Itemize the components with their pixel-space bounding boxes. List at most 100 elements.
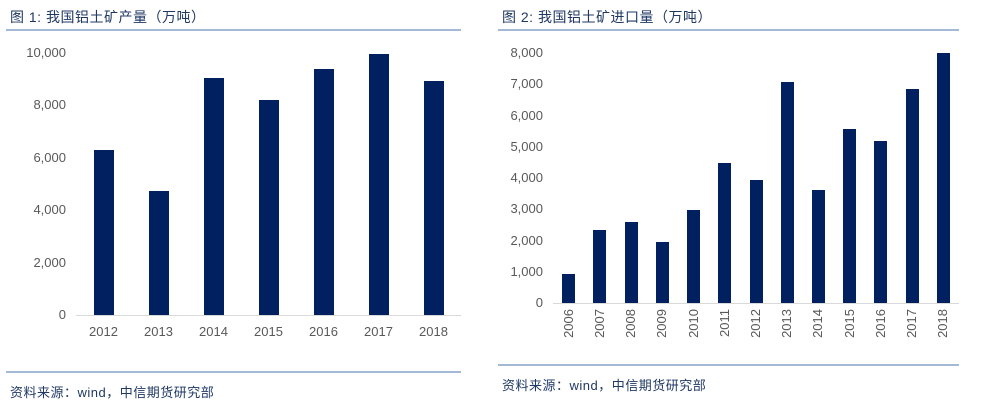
bar-2014 (203, 78, 224, 315)
bar-slot (803, 53, 834, 303)
bar-slot (740, 53, 771, 303)
bar-slot (647, 53, 678, 303)
x-tick-label: 2009 (654, 309, 670, 338)
bar-2016 (313, 69, 334, 315)
figure-2-chart: 0 1,000 2,000 3,000 4,000 5,000 6,000 7,000 8,00… (498, 45, 959, 310)
bar-2017 (905, 88, 919, 303)
x-tick-label: 2018 (419, 324, 448, 339)
bar-2018 (423, 81, 444, 315)
figure-panel-1: 图 1: 我国铝土矿产量（万吨） 0 2,000 4,000 6,000 8,000 10… (6, 0, 461, 404)
x-tick: 2015 (241, 324, 296, 350)
source-note: 资料来源：wind，中信期货研究部 (10, 385, 215, 400)
x-tick-label: 2017 (364, 324, 393, 339)
x-tick: 2018 (928, 309, 959, 359)
bar-slot (834, 53, 865, 303)
bar-2013 (148, 191, 169, 315)
x-tick: 2014 (186, 324, 241, 350)
x-tick-label: 2011 (716, 309, 732, 337)
x-tick: 2006 (553, 309, 584, 359)
x-tick-label: 2013 (779, 309, 795, 338)
x-tick: 2008 (615, 309, 646, 359)
bar-slot (678, 53, 709, 303)
y-tick-label: 0 (58, 307, 66, 322)
x-tick-label: 2012 (748, 309, 764, 338)
bar-2012 (93, 149, 114, 315)
bar-slot (406, 53, 461, 315)
y-tick-label: 6,000 (33, 149, 66, 165)
y-tick-label: 8,000 (33, 97, 66, 113)
x-tick: 2012 (76, 324, 131, 350)
x-tick-label: 2018 (935, 309, 951, 338)
y-tick-label: 6,000 (510, 107, 543, 123)
y-axis: 0 1,000 2,000 3,000 4,000 5,000 6,000 7,000 8,00… (498, 45, 553, 310)
x-tick-label: 2006 (560, 309, 576, 338)
x-tick-label: 2012 (89, 324, 118, 339)
bar-slot (131, 53, 186, 315)
source-note: 资料来源：wind，中信期货研究部 (502, 378, 707, 393)
figure-panel-2: 图 2: 我国铝土矿进口量（万吨） 0 1,000 2,000 3,000 4,000 5… (498, 0, 959, 404)
x-tick-label: 2010 (685, 309, 701, 338)
bar-2015 (258, 100, 279, 315)
bar-2009 (655, 241, 669, 303)
bar-slot (241, 53, 296, 315)
x-tick-label: 2017 (904, 309, 920, 338)
y-tick-label: 2,000 (33, 254, 66, 270)
bar-2012 (749, 179, 763, 303)
y-tick-label: 0 (535, 295, 543, 310)
y-tick-label: 7,000 (510, 76, 543, 92)
bar-2007 (593, 230, 607, 303)
y-axis: 0 2,000 4,000 6,000 8,000 10,000 (6, 45, 76, 322)
x-tick-label: 2007 (591, 309, 607, 338)
y-tick-label: 4,000 (33, 202, 66, 218)
bar-2018 (936, 53, 950, 303)
bar-slot (865, 53, 896, 303)
bar-slot (351, 53, 406, 315)
x-tick-label: 2015 (254, 324, 283, 339)
x-tick: 2011 (709, 309, 740, 359)
x-tick: 2017 (897, 309, 928, 359)
figure-1-chart: 0 2,000 4,000 6,000 8,000 10,000 (6, 45, 461, 322)
y-tick-label: 4,000 (510, 170, 543, 185)
bar-slot (553, 53, 584, 303)
x-tick: 2007 (584, 309, 615, 359)
x-tick: 2014 (803, 309, 834, 359)
figure-1-title: 图 1: 我国铝土矿产量（万吨） (6, 0, 461, 31)
bar-2006 (562, 273, 576, 303)
bar-slot (76, 53, 131, 315)
plot-area (76, 53, 461, 316)
bar-2010 (687, 209, 701, 303)
bar-2017 (368, 53, 389, 315)
x-tick: 2009 (647, 309, 678, 359)
bar-slot (615, 53, 646, 303)
bar-slot (928, 53, 959, 303)
y-tick-label: 8,000 (510, 45, 543, 60)
x-tick: 2010 (678, 309, 709, 359)
y-tick-label: 3,000 (510, 201, 543, 217)
y-tick-label: 1,000 (510, 263, 543, 279)
bar-2015 (843, 128, 857, 303)
bar-2008 (624, 222, 638, 303)
bar-2016 (874, 141, 888, 303)
bar-2013 (780, 82, 794, 303)
x-tick: 2016 (865, 309, 896, 359)
bar-2011 (718, 162, 732, 303)
bar-2014 (811, 189, 825, 303)
plot-area (553, 53, 959, 304)
x-axis: 2006 2007 2008 2009 2010 2011 2012 2013 2014 2015… (553, 304, 959, 359)
x-tick: 2012 (740, 309, 771, 359)
x-tick: 2015 (834, 309, 865, 359)
y-tick-label: 10,000 (26, 45, 66, 60)
x-tick-label: 2008 (623, 309, 639, 338)
bar-slot (296, 53, 351, 315)
x-tick: 2013 (131, 324, 186, 350)
x-tick-label: 2014 (199, 324, 228, 339)
x-tick: 2016 (296, 324, 351, 350)
x-tick-label: 2016 (309, 324, 338, 339)
bar-slot (584, 53, 615, 303)
bar-slot (709, 53, 740, 303)
x-tick: 2017 (351, 324, 406, 350)
y-tick-label: 2,000 (510, 232, 543, 248)
x-axis: 2012 2013 2014 2015 2016 2017 2018 (76, 316, 461, 350)
source-divider (498, 364, 959, 366)
bar-slot (772, 53, 803, 303)
